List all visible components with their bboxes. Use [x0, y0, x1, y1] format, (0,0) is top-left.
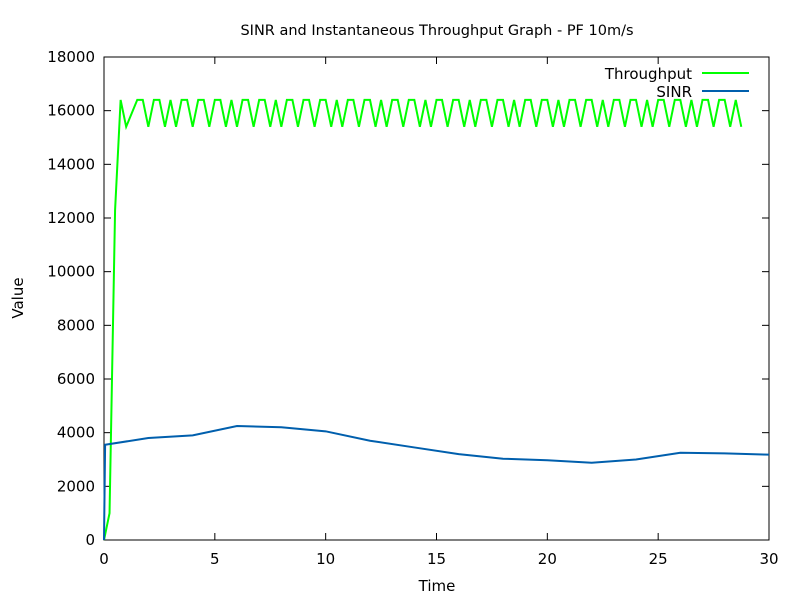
y-tick-label: 14000: [47, 155, 95, 173]
y-tick-label: 6000: [57, 370, 95, 388]
y-tick-label: 4000: [57, 424, 95, 442]
series-group: [103, 98, 770, 541]
y-tick-label: 8000: [57, 316, 95, 334]
y-tick-label: 16000: [47, 102, 95, 120]
x-tick-label: 0: [99, 550, 109, 568]
plot-frame: [103, 56, 770, 541]
y-axis: 0 2000 4000 6000 8000 10000 12000 14000 16000 180…: [47, 48, 769, 549]
series-line-throughput: [103, 98, 743, 541]
x-tick-label: 30: [759, 550, 778, 568]
legend: Throughput SINR: [604, 65, 749, 101]
y-tick-label: 12000: [47, 209, 95, 227]
chart-title: SINR and Instantaneous Throughput Graph …: [240, 23, 633, 39]
legend-label-sinr: SINR: [656, 83, 692, 101]
x-tick-label: 5: [210, 550, 220, 568]
y-tick-label: 0: [85, 531, 95, 549]
y-tick-label: 2000: [57, 477, 95, 495]
x-tick-label: 10: [316, 550, 335, 568]
series-line-sinr: [103, 424, 770, 541]
legend-label-throughput: Throughput: [604, 65, 692, 83]
y-tick-label: 10000: [47, 263, 95, 281]
x-axis-title: Time: [418, 577, 456, 595]
x-tick-label: 15: [427, 550, 446, 568]
x-tick-label: 20: [538, 550, 557, 568]
x-axis: 0 5 10 15 20 25 30: [99, 57, 779, 568]
y-tick-label: 18000: [47, 48, 95, 66]
y-axis-title: Value: [9, 277, 27, 318]
x-tick-label: 25: [649, 550, 668, 568]
